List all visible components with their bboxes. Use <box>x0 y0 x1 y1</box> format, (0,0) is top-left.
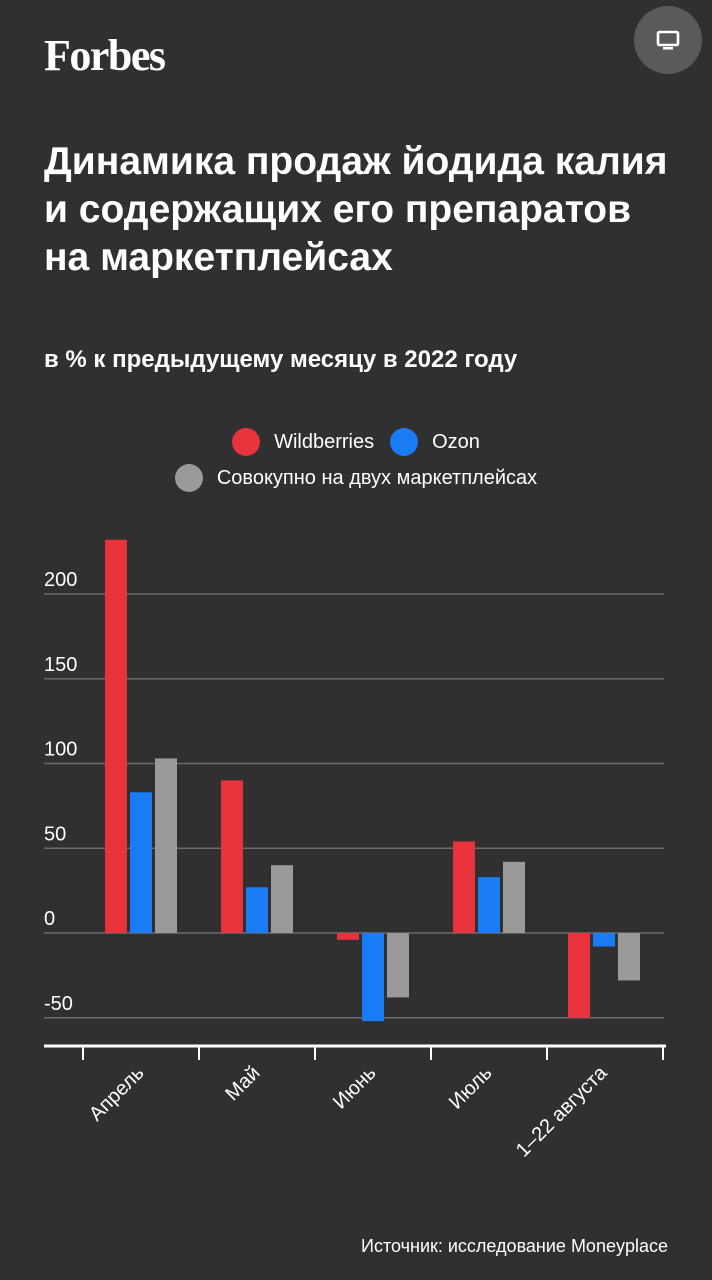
y-tick-label: -50 <box>44 993 73 1015</box>
bar <box>362 933 384 1022</box>
monitor-icon <box>656 30 680 50</box>
x-tick-label: Апрель <box>85 1062 149 1126</box>
legend-swatch-red <box>232 428 261 456</box>
x-tick-label: Июнь <box>329 1062 381 1114</box>
bar <box>568 933 590 1018</box>
bar <box>503 861 525 933</box>
legend-label: Совокупно на двух маркетплейсах <box>216 466 538 489</box>
legend-swatch-blue <box>390 428 419 456</box>
y-tick-label: 200 <box>44 569 77 591</box>
bar <box>246 887 268 933</box>
y-tick-label: 0 <box>44 908 55 930</box>
bar <box>271 865 293 933</box>
legend-item-ozon: Ozon <box>390 428 480 456</box>
bar <box>593 933 615 947</box>
chart-title: Динамика продаж йодида калия и содержащи… <box>44 140 668 279</box>
chart-subtitle: в % к предыдущему месяцу в 2022 году <box>44 346 518 373</box>
forbes-logo[interactable]: Forbes <box>44 31 166 80</box>
chart-legend: Wildberries Ozon Совокупно на двух марке… <box>0 424 712 496</box>
bar <box>337 933 359 940</box>
legend-item-wildberries: Wildberries <box>232 428 374 456</box>
legend-label: Wildberries <box>274 430 375 453</box>
y-tick-label: 50 <box>44 823 66 845</box>
y-tick-label: 100 <box>44 739 77 761</box>
bar <box>155 758 177 933</box>
x-tick-label: Июль <box>445 1062 497 1114</box>
x-tick-label: 1–22 августа <box>512 1061 612 1161</box>
x-tick-label: Май <box>221 1062 264 1105</box>
bar <box>618 933 640 981</box>
legend-swatch-gray <box>174 464 203 492</box>
legend-label: Ozon <box>432 430 480 453</box>
bar <box>478 877 500 933</box>
bar <box>130 792 152 933</box>
bar-chart: 200 150 100 50 0 -50 Апрель Май Июнь Июль 1–22 авг… <box>44 539 666 1162</box>
source-note: Источник: исследование Moneyplace <box>361 1236 668 1256</box>
y-tick-label: 150 <box>44 654 77 676</box>
legend-item-total: Совокупно на двух маркетплейсах <box>174 464 538 492</box>
bar <box>221 780 243 933</box>
screen-mode-button[interactable] <box>634 6 702 74</box>
bar <box>387 933 409 998</box>
bar <box>453 841 475 933</box>
bar <box>105 539 127 933</box>
